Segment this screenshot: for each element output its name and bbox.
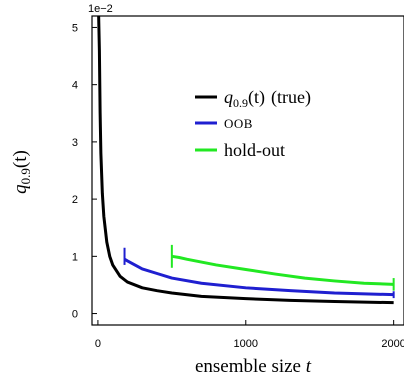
y-tick-label: 1 (72, 251, 78, 263)
legend-label-oob: OOB (224, 116, 253, 131)
legend-label-holdout: hold-out (224, 140, 285, 160)
x-tick-label: 1000 (234, 338, 258, 350)
y-tick-label: 3 (72, 137, 78, 149)
y-tick-label: 0 (72, 309, 78, 321)
x-tick-label: 2000 (381, 338, 404, 350)
y-axis-title: q0.9(t) (10, 150, 33, 194)
y-tick-label: 2 (72, 194, 78, 206)
plot-frame (91, 15, 404, 326)
series-line-true (97, 16, 394, 305)
series-line-oob (123, 257, 394, 297)
legend: q0.9(t) (true) OOB hold-out (195, 87, 311, 160)
series-line-holdout (171, 254, 394, 286)
x-axis-ticks: 0 1000 2000 (95, 320, 404, 350)
x-tick-label: 0 (95, 338, 101, 350)
y-tick-label: 4 (72, 80, 78, 92)
series-layer (97, 16, 395, 305)
y-axis-ticks: 0 1 2 3 4 5 (72, 22, 97, 321)
y-tick-label: 5 (72, 22, 78, 34)
x-axis-title: ensemble size t (195, 356, 312, 377)
legend-label-true: q0.9(t) (true) (224, 87, 311, 110)
y-axis-exponent: 1e−2 (88, 3, 113, 15)
